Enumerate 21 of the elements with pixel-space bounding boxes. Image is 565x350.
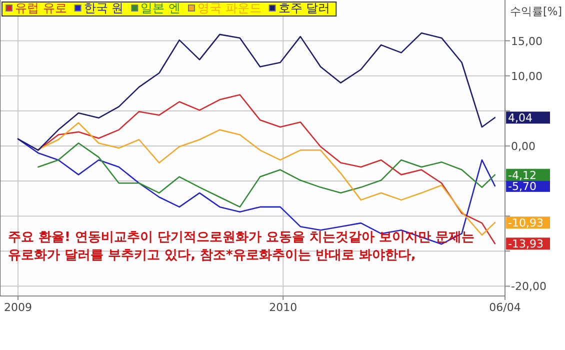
data-label: 4,04 xyxy=(508,112,532,125)
y-tick-label: 10,00 xyxy=(511,70,542,83)
legend-label: 영국 파운드 xyxy=(197,1,262,15)
legend-label: 호주 달러 xyxy=(278,1,330,15)
data-label: -4,12 xyxy=(508,168,536,182)
data-label: -5,70 xyxy=(508,180,536,193)
legend-label: 한국 원 xyxy=(84,1,124,15)
line-series xyxy=(38,142,496,208)
y-tick-label: 0,00 xyxy=(511,140,536,153)
x-tick-label: 06/04 xyxy=(489,301,521,314)
data-label: -10,93 xyxy=(508,216,544,230)
x-tick-label: 2009 xyxy=(4,301,32,314)
data-label: -13,93 xyxy=(508,238,544,251)
line-series xyxy=(17,32,496,151)
legend-label: 유럽 유로 xyxy=(15,1,67,15)
x-tick-label: 2010 xyxy=(269,301,298,314)
line-series xyxy=(38,94,496,244)
y-tick-label: 15,00 xyxy=(511,34,542,48)
legend-label: 일본 엔 xyxy=(140,1,180,15)
y-tick-label: -20,00 xyxy=(511,280,546,294)
y-axis-title: 수익률[%] xyxy=(510,5,562,18)
